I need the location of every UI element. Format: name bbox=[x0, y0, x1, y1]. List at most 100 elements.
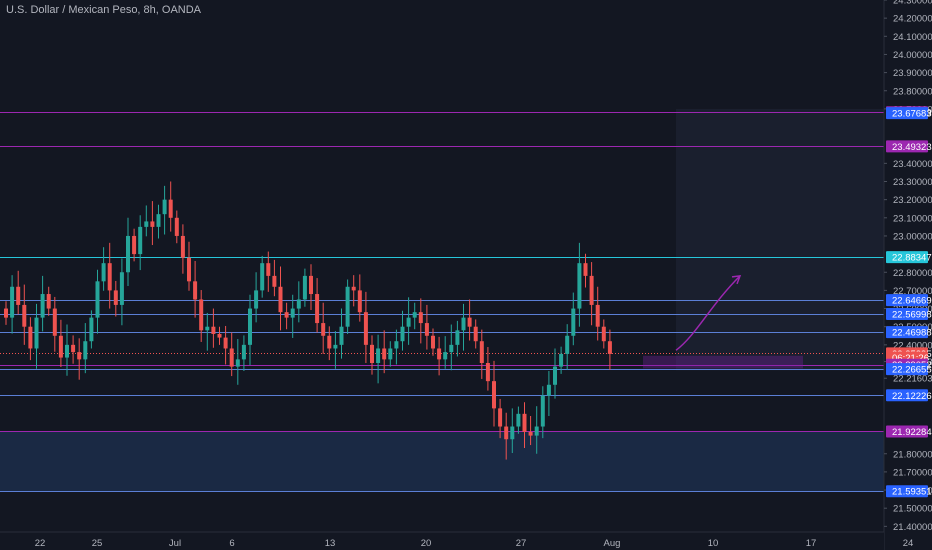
price-tick-label: 23.40000 bbox=[893, 159, 932, 170]
price-tag-label: 21.59351 bbox=[892, 487, 932, 498]
price-tag-label: 22.12226 bbox=[892, 391, 932, 402]
price-tag bbox=[886, 326, 928, 339]
candle-body bbox=[156, 214, 161, 227]
candle-body bbox=[370, 344, 374, 363]
chart-title: U.S. Dollar / Mexican Peso, 8h, OANDA bbox=[6, 4, 202, 16]
candle-body bbox=[510, 426, 515, 440]
candle-body bbox=[180, 235, 185, 258]
highlight-box bbox=[643, 355, 803, 369]
candle-body bbox=[327, 335, 332, 349]
candle-body bbox=[382, 348, 387, 360]
candle-body bbox=[424, 323, 429, 336]
price-tick-label: 21.70000 bbox=[893, 467, 932, 478]
candle-body bbox=[406, 317, 411, 327]
candle-body bbox=[205, 326, 210, 331]
candle-body bbox=[302, 275, 307, 300]
candle-body bbox=[577, 263, 582, 309]
projection-arrow[interactable] bbox=[675, 275, 741, 351]
candle-body bbox=[266, 263, 271, 276]
price-tag-label: 23.67683 bbox=[892, 109, 932, 120]
price-axis-background bbox=[884, 0, 932, 550]
candle-body bbox=[498, 408, 503, 427]
time-tick-label: 6 bbox=[229, 538, 234, 549]
time-tick-label: 10 bbox=[708, 538, 719, 549]
price-tag-label: 22.88347 bbox=[892, 253, 932, 264]
candle-body bbox=[412, 312, 417, 318]
candle-body bbox=[309, 275, 313, 295]
price-tick-label: 24.10000 bbox=[893, 32, 932, 43]
candle-body bbox=[138, 226, 143, 255]
price-tag bbox=[886, 251, 928, 264]
time-axis[interactable]: 22 25 Jul 6 13 20 27 Aug 10 17 24 bbox=[0, 531, 913, 550]
price-tick-label: 24.00000 bbox=[893, 50, 932, 61]
horizontal-levels bbox=[0, 112, 884, 492]
price-tick-label: 24.30000 bbox=[893, 0, 932, 7]
price-tick-label: 23.20000 bbox=[893, 195, 932, 206]
candle-body bbox=[522, 413, 527, 432]
candle-body bbox=[89, 317, 94, 342]
candle-body bbox=[479, 341, 484, 363]
projection-arrow-head bbox=[731, 274, 742, 285]
candle-body bbox=[174, 217, 179, 236]
candle-body bbox=[248, 308, 252, 345]
price-tick-label: 22.21603 bbox=[893, 374, 932, 385]
projection-box bbox=[676, 108, 884, 371]
price-tag-label: 22.46988 bbox=[892, 328, 932, 339]
candle-body bbox=[77, 352, 82, 360]
price-tag bbox=[886, 389, 928, 402]
candle-body bbox=[168, 199, 173, 218]
candle-body bbox=[607, 341, 612, 354]
candle-body bbox=[162, 199, 167, 215]
price-tick-label: 23.80000 bbox=[893, 86, 932, 97]
candle-body bbox=[601, 326, 606, 342]
candle-body bbox=[363, 312, 368, 345]
candle-body bbox=[211, 326, 216, 334]
price-tag bbox=[886, 294, 928, 307]
candle-body bbox=[504, 426, 509, 440]
candle-body bbox=[229, 348, 234, 367]
candle-body bbox=[101, 263, 106, 282]
price-tag-label: 22.64669 bbox=[892, 296, 932, 307]
candle-body bbox=[217, 333, 222, 338]
candle-body bbox=[546, 384, 551, 396]
candle-body bbox=[583, 263, 588, 276]
candle-body bbox=[119, 272, 124, 305]
price-tag bbox=[886, 425, 928, 438]
candles bbox=[4, 181, 612, 460]
price-tick-label: 23.00000 bbox=[893, 231, 932, 242]
price-tick-label: 21.40000 bbox=[893, 522, 932, 533]
candle-body bbox=[223, 337, 228, 349]
price-tag bbox=[886, 140, 928, 153]
candle-body bbox=[95, 281, 100, 318]
candle-body bbox=[357, 290, 362, 313]
candle-body bbox=[10, 286, 15, 318]
drawings bbox=[643, 274, 803, 369]
price-tick-label: 22.40000 bbox=[893, 340, 932, 351]
candle-body bbox=[437, 348, 442, 360]
candle-body bbox=[461, 317, 466, 331]
price-tick-label: 21.50000 bbox=[893, 504, 932, 515]
candle-body bbox=[278, 286, 283, 313]
candle-body bbox=[455, 330, 460, 345]
candle-body bbox=[113, 290, 118, 305]
candle-body bbox=[345, 286, 350, 327]
candle-body bbox=[492, 381, 496, 409]
price-tick-label: 23.30000 bbox=[893, 177, 932, 188]
price-tag-label: 22.56998 bbox=[892, 309, 932, 320]
candle-body bbox=[28, 326, 33, 349]
candle-body bbox=[150, 221, 155, 227]
candle-body bbox=[107, 263, 112, 291]
candle-body bbox=[473, 326, 478, 342]
price-tick-label: 22.80000 bbox=[893, 268, 932, 279]
candle-body bbox=[321, 323, 326, 336]
candle-body bbox=[376, 348, 381, 363]
time-tick-label: Jul bbox=[169, 538, 181, 549]
candle-body bbox=[534, 426, 539, 436]
candle-body bbox=[394, 341, 399, 349]
price-axis[interactable]: 24.30000 24.20000 24.10000 24.00000 23.90000… bbox=[883, 0, 932, 550]
candle-body bbox=[296, 299, 301, 309]
price-tag bbox=[886, 363, 928, 376]
price-tag-label: 06:21:26 bbox=[892, 353, 929, 364]
candle-body bbox=[540, 395, 545, 427]
